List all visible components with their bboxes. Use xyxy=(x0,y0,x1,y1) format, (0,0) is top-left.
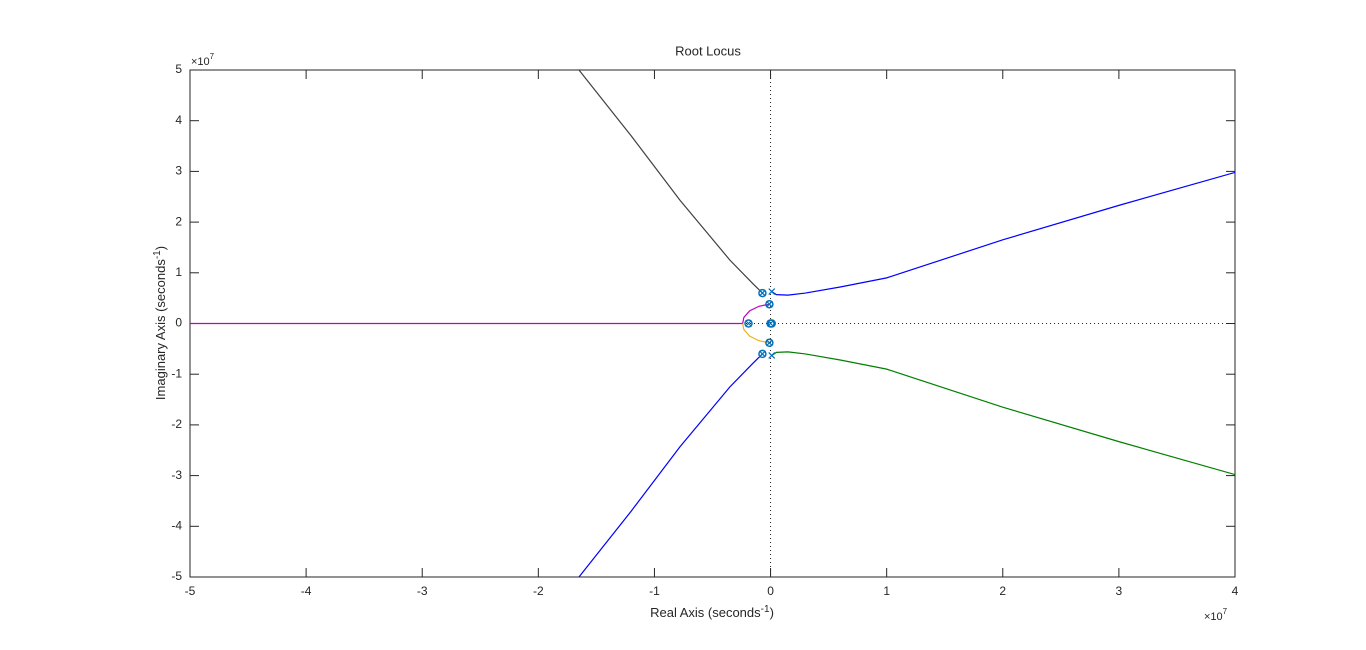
y-tick-label: -3 xyxy=(171,468,182,482)
zero-marker xyxy=(758,288,767,298)
pole-marker xyxy=(745,320,752,327)
x-tick-label: 4 xyxy=(1232,584,1239,598)
y-tick-label: 1 xyxy=(175,265,182,279)
x-multiplier: ×107 xyxy=(1204,607,1228,623)
pole-marker xyxy=(767,320,774,327)
y-multiplier: ×107 xyxy=(191,52,215,68)
zero-marker xyxy=(765,299,774,309)
locus-branch xyxy=(771,171,1235,296)
zero-marker xyxy=(744,319,753,328)
y-axis-label-part: -1 xyxy=(152,250,163,259)
x-axis-label-part: ) xyxy=(770,605,774,620)
locus-branch xyxy=(578,70,763,294)
y-tick-label: -5 xyxy=(171,569,182,583)
locus-branch xyxy=(771,351,1235,476)
y-multiplier-part: ×10 xyxy=(191,56,210,68)
y-tick-label: 5 xyxy=(175,62,182,76)
pole-marker xyxy=(759,289,766,297)
x-tick-label: 1 xyxy=(883,584,890,598)
x-axis-label: Real Axis (seconds-1) xyxy=(650,604,774,621)
locus-branch xyxy=(190,303,770,325)
locus-branch xyxy=(742,323,770,344)
locus-branch xyxy=(578,353,763,577)
y-axis-label: Imaginary Axis (seconds-1) xyxy=(152,246,169,400)
y-axis-label-part: ) xyxy=(153,246,168,250)
x-axis-label-part: Real Axis (seconds xyxy=(650,605,761,620)
x-tick-label: 2 xyxy=(999,584,1006,598)
x-tick-label: -2 xyxy=(533,584,544,598)
y-axis-label-part: Imaginary Axis (seconds xyxy=(153,259,168,400)
y-tick-label: -2 xyxy=(171,417,182,431)
pole-marker xyxy=(768,288,776,295)
x-axis-label-part: -1 xyxy=(761,604,770,615)
zero-marker xyxy=(758,349,767,359)
x-multiplier-part: ×10 xyxy=(1204,611,1223,623)
pole-marker xyxy=(768,352,776,359)
y-tick-label: 0 xyxy=(175,316,182,330)
y-tick-label: 3 xyxy=(175,164,182,178)
pole-marker xyxy=(759,350,766,358)
pole-marker xyxy=(765,339,773,347)
x-tick-label: -4 xyxy=(301,584,312,598)
y-tick-label: -1 xyxy=(171,366,182,380)
zero-marker xyxy=(767,319,776,328)
y-multiplier-part: 7 xyxy=(210,52,215,61)
y-tick-label: -4 xyxy=(171,518,182,532)
x-tick-label: -3 xyxy=(417,584,428,598)
zero-marker xyxy=(765,338,774,348)
chart-title: Root Locus xyxy=(675,43,741,58)
x-tick-label: -1 xyxy=(649,584,660,598)
y-tick-label: 4 xyxy=(175,113,182,127)
pole-marker xyxy=(765,300,773,308)
x-tick-label: -5 xyxy=(185,584,196,598)
x-tick-label: 3 xyxy=(1116,584,1123,598)
y-tick-label: 2 xyxy=(175,214,182,228)
x-tick-label: 0 xyxy=(767,584,774,598)
x-multiplier-part: 7 xyxy=(1223,607,1228,616)
